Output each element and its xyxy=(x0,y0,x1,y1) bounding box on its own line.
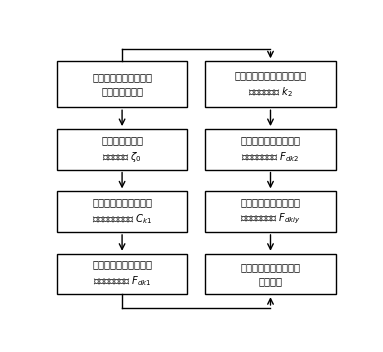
FancyBboxPatch shape xyxy=(205,129,336,170)
FancyBboxPatch shape xyxy=(57,191,187,232)
Text: 减振器复原行程最大开阀前
特性曲线斜率 $k_2$: 减振器复原行程最大开阀前 特性曲线斜率 $k_2$ xyxy=(234,70,306,99)
Text: 确定驾驶室悬置
最优阻尼比 $\zeta_0$: 确定驾驶室悬置 最优阻尼比 $\zeta_0$ xyxy=(101,135,143,164)
FancyBboxPatch shape xyxy=(57,61,187,107)
FancyBboxPatch shape xyxy=(57,129,187,170)
FancyBboxPatch shape xyxy=(57,254,187,294)
Text: 车辆参数、驾驶室参数
及行驶工况参数: 车辆参数、驾驶室参数 及行驶工况参数 xyxy=(92,72,152,96)
FancyBboxPatch shape xyxy=(205,61,336,107)
FancyBboxPatch shape xyxy=(205,191,336,232)
Text: 驾驶室减振器复原行程
最大开阀阻尼力 $F_{dk2}$: 驾驶室减振器复原行程 最大开阀阻尼力 $F_{dk2}$ xyxy=(241,135,301,164)
Text: 驾驶室减振器压缩行程
初次开阀阻尼力 $F_{dkiy}$: 驾驶室减振器压缩行程 初次开阀阻尼力 $F_{dkiy}$ xyxy=(240,197,301,226)
Text: 驾驶室减振器复原行程
初次开阀阻尼力 $F_{dk1}$: 驾驶室减振器复原行程 初次开阀阻尼力 $F_{dk1}$ xyxy=(92,259,152,288)
Text: 驾驶室减振器最佳特性
设计曲线: 驾驶室减振器最佳特性 设计曲线 xyxy=(241,262,301,286)
Text: 驾驶室减振器复原行程
初次开阀阻尼系数 $C_{k1}$: 驾驶室减振器复原行程 初次开阀阻尼系数 $C_{k1}$ xyxy=(92,197,152,226)
FancyBboxPatch shape xyxy=(205,254,336,294)
